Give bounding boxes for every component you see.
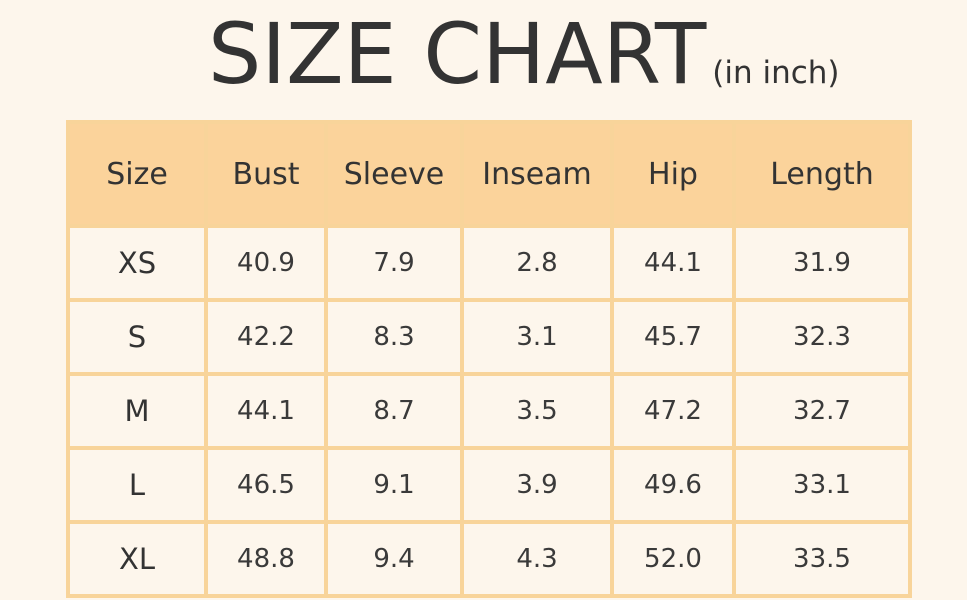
length-cell: 33.1 [732, 446, 912, 524]
title-block: SIZE CHART (in inch) [208, 4, 840, 104]
bust-cell: 44.1 [204, 372, 328, 450]
bust-cell: 48.8 [204, 520, 328, 598]
inseam-cell: 3.9 [460, 446, 614, 524]
size-table: Size Bust Sleeve Inseam Hip Length XS 40… [66, 120, 912, 598]
column-header-hip: Hip [610, 120, 736, 228]
sleeve-cell: 7.9 [324, 224, 464, 302]
bust-cell: 40.9 [204, 224, 328, 302]
sleeve-cell: 9.1 [324, 446, 464, 524]
page-title: SIZE CHART [208, 5, 707, 103]
unit-note: (in inch) [712, 55, 840, 91]
size-label-cell: M [66, 372, 208, 450]
table-header: Size Bust Sleeve Inseam Hip Length [66, 120, 912, 228]
column-header-bust: Bust [204, 120, 328, 228]
sleeve-cell: 8.3 [324, 298, 464, 376]
column-header-inseam: Inseam [460, 120, 614, 228]
size-table-container: Size Bust Sleeve Inseam Hip Length XS 40… [66, 120, 912, 598]
table-body: XS 40.9 7.9 2.8 44.1 31.9 S 42.2 8.3 3.1… [66, 224, 912, 598]
inseam-cell: 3.5 [460, 372, 614, 450]
bust-cell: 46.5 [204, 446, 328, 524]
length-cell: 33.5 [732, 520, 912, 598]
inseam-cell: 4.3 [460, 520, 614, 598]
sleeve-cell: 9.4 [324, 520, 464, 598]
size-label-cell: XS [66, 224, 208, 302]
hip-cell: 52.0 [610, 520, 736, 598]
column-header-sleeve: Sleeve [324, 120, 464, 228]
hip-cell: 49.6 [610, 446, 736, 524]
table-row: S 42.2 8.3 3.1 45.7 32.3 [66, 298, 912, 376]
inseam-cell: 2.8 [460, 224, 614, 302]
bust-cell: 42.2 [204, 298, 328, 376]
table-row: XS 40.9 7.9 2.8 44.1 31.9 [66, 224, 912, 302]
header-row: Size Bust Sleeve Inseam Hip Length [66, 120, 912, 228]
size-label-cell: S [66, 298, 208, 376]
table-row: L 46.5 9.1 3.9 49.6 33.1 [66, 446, 912, 524]
size-label-cell: XL [66, 520, 208, 598]
size-label-cell: L [66, 446, 208, 524]
length-cell: 31.9 [732, 224, 912, 302]
hip-cell: 44.1 [610, 224, 736, 302]
table-row: M 44.1 8.7 3.5 47.2 32.7 [66, 372, 912, 450]
column-header-length: Length [732, 120, 912, 228]
table-row: XL 48.8 9.4 4.3 52.0 33.5 [66, 520, 912, 598]
length-cell: 32.3 [732, 298, 912, 376]
column-header-size: Size [66, 120, 208, 228]
length-cell: 32.7 [732, 372, 912, 450]
hip-cell: 45.7 [610, 298, 736, 376]
inseam-cell: 3.1 [460, 298, 614, 376]
hip-cell: 47.2 [610, 372, 736, 450]
sleeve-cell: 8.7 [324, 372, 464, 450]
